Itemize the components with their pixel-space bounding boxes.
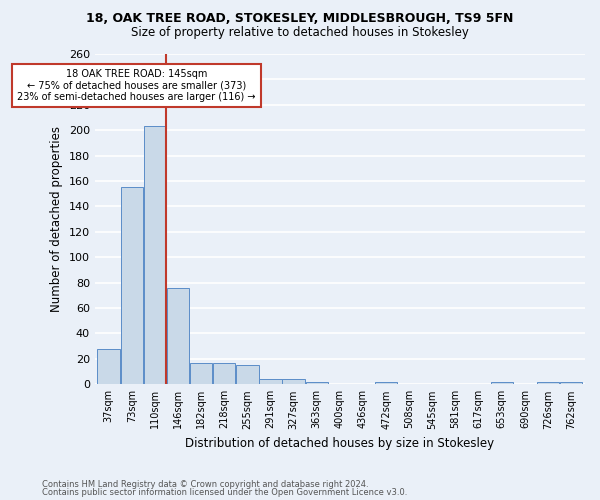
Bar: [121, 188, 143, 384]
Bar: [236, 365, 259, 384]
Text: Contains public sector information licensed under the Open Government Licence v3: Contains public sector information licen…: [42, 488, 407, 497]
Bar: [491, 382, 513, 384]
Text: 18 OAK TREE ROAD: 145sqm
← 75% of detached houses are smaller (373)
23% of semi-: 18 OAK TREE ROAD: 145sqm ← 75% of detach…: [17, 69, 256, 102]
Text: 18, OAK TREE ROAD, STOKESLEY, MIDDLESBROUGH, TS9 5FN: 18, OAK TREE ROAD, STOKESLEY, MIDDLESBRO…: [86, 12, 514, 26]
Bar: [560, 382, 583, 384]
X-axis label: Distribution of detached houses by size in Stokesley: Distribution of detached houses by size …: [185, 437, 494, 450]
Bar: [167, 288, 189, 384]
Bar: [375, 382, 397, 384]
Bar: [537, 382, 559, 384]
Y-axis label: Number of detached properties: Number of detached properties: [50, 126, 63, 312]
Bar: [97, 348, 120, 384]
Text: Size of property relative to detached houses in Stokesley: Size of property relative to detached ho…: [131, 26, 469, 39]
Text: Contains HM Land Registry data © Crown copyright and database right 2024.: Contains HM Land Registry data © Crown c…: [42, 480, 368, 489]
Bar: [305, 382, 328, 384]
Bar: [213, 362, 235, 384]
Bar: [259, 379, 282, 384]
Bar: [143, 126, 166, 384]
Bar: [283, 379, 305, 384]
Bar: [190, 362, 212, 384]
